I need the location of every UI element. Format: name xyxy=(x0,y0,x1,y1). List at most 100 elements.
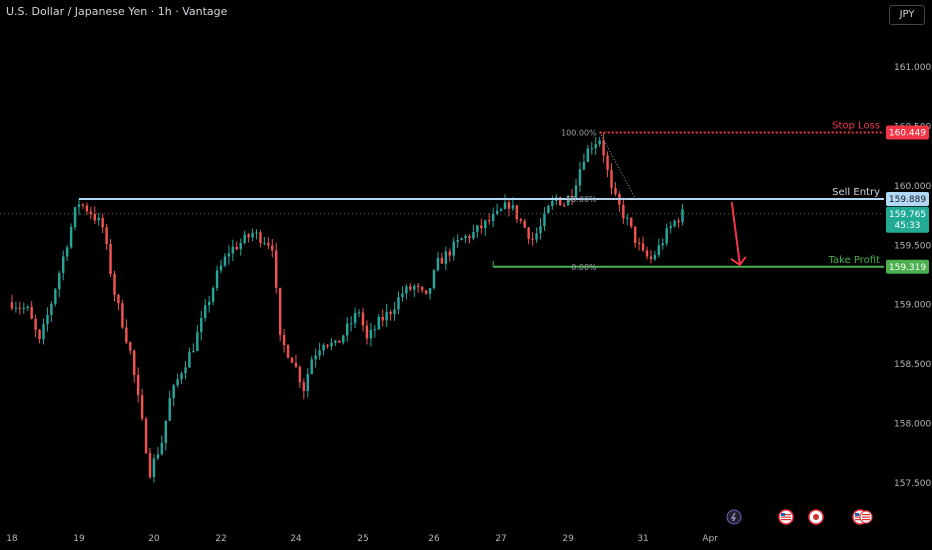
candle-body xyxy=(649,256,653,260)
current-price-tag: 159.765 xyxy=(889,210,926,220)
candle-body xyxy=(606,155,609,171)
candle-body xyxy=(180,373,183,380)
x-tick-label: 19 xyxy=(73,534,85,544)
candle-body xyxy=(136,374,140,396)
take-profit-label: Take Profit xyxy=(828,255,881,266)
candle-body xyxy=(444,251,448,264)
candle-body xyxy=(480,225,483,229)
candle-body xyxy=(416,285,420,288)
candle-body xyxy=(314,355,317,360)
candle-body xyxy=(46,314,49,325)
candle-body xyxy=(653,254,657,260)
candle-body xyxy=(677,220,680,223)
fib-trend-line xyxy=(599,132,637,200)
y-tick-label: 158.000 xyxy=(894,420,931,430)
candle-body xyxy=(637,242,641,244)
currency-button[interactable]: JPY xyxy=(889,5,925,25)
candle-body xyxy=(539,226,542,234)
candle-body xyxy=(448,251,452,256)
y-tick-label: 161.000 xyxy=(894,63,931,73)
candle-body xyxy=(69,226,73,248)
candle-body xyxy=(626,217,629,219)
candle-body xyxy=(263,242,266,244)
candle-body xyxy=(73,207,77,227)
y-tick-label: 157.500 xyxy=(894,479,931,489)
x-tick-label: 29 xyxy=(562,534,574,544)
events-bar[interactable] xyxy=(726,509,873,525)
candle-body xyxy=(113,273,116,295)
candle-body xyxy=(200,317,203,333)
sell-entry-label: Sell Entry xyxy=(832,187,880,198)
candle-body xyxy=(551,200,554,207)
x-tick-label: 25 xyxy=(357,534,368,544)
candle-body xyxy=(274,250,278,288)
candle-body xyxy=(125,327,128,343)
candle-body xyxy=(164,420,168,443)
candle-body xyxy=(334,340,337,343)
candle-body xyxy=(558,197,562,206)
candle-body xyxy=(669,226,672,229)
candle-body xyxy=(365,325,369,339)
candle-body xyxy=(369,329,373,339)
candle-body xyxy=(523,220,526,228)
candle-body xyxy=(614,187,617,194)
countdown-tag: 45:33 xyxy=(895,221,921,231)
candle-body xyxy=(491,213,495,222)
candle-body xyxy=(515,205,519,220)
candle-body xyxy=(10,302,14,309)
flag-stripe xyxy=(862,519,870,521)
candle-body xyxy=(109,244,112,274)
candle-body xyxy=(184,367,187,374)
candle-body xyxy=(38,329,41,340)
japan-flag-dot xyxy=(813,514,819,520)
y-tick-label: 160.000 xyxy=(894,182,931,192)
fib-level-label: 0.00% xyxy=(571,263,597,272)
time-axis: 18 19 20 22 24 25 26 27 29 31 Apr xyxy=(6,534,718,544)
candle-body xyxy=(673,220,676,227)
candle-body xyxy=(101,217,104,228)
candle-body xyxy=(282,334,286,346)
down-arrow xyxy=(730,201,741,264)
flag-canton xyxy=(781,513,785,516)
flag-stripe xyxy=(781,514,791,516)
candle-body xyxy=(657,245,661,255)
candle-body xyxy=(306,373,310,391)
candle-body xyxy=(460,238,463,241)
current-price-tag-bg xyxy=(886,206,929,233)
candle-body xyxy=(535,233,538,240)
candle-body xyxy=(326,344,329,347)
candle-body xyxy=(345,323,349,336)
stop-loss-tag-bg xyxy=(886,125,929,140)
candle-body xyxy=(318,350,321,356)
lightning-icon[interactable] xyxy=(726,509,742,525)
candle-body xyxy=(192,350,195,352)
candle-body xyxy=(393,309,396,315)
y-tick-label: 159.000 xyxy=(894,301,931,311)
candle-body xyxy=(89,211,93,214)
candle-body xyxy=(499,208,503,211)
candle-body xyxy=(259,232,262,243)
candle-body xyxy=(168,398,171,421)
symbol-title[interactable]: U.S. Dollar / Japanese Yen · 1h · Vantag… xyxy=(6,5,228,18)
candle-body xyxy=(231,246,235,254)
candle-body xyxy=(117,294,120,304)
candle-body xyxy=(239,242,242,250)
candle-body xyxy=(495,210,499,214)
candle-body xyxy=(132,350,136,375)
candle-body xyxy=(58,273,61,290)
candle-body xyxy=(661,243,665,246)
x-tick-label: 22 xyxy=(215,534,226,544)
candle-body xyxy=(77,204,81,208)
lightning-glyph xyxy=(730,512,737,522)
candle-body xyxy=(519,219,523,221)
candle-body xyxy=(578,169,582,186)
candle-body xyxy=(681,209,684,223)
candle-body xyxy=(570,196,574,198)
candle-body xyxy=(622,204,625,219)
price-axis: 161.000160.500160.000159.500159.000158.5… xyxy=(886,63,931,489)
candle-body xyxy=(389,311,392,315)
candle-body xyxy=(665,228,668,244)
candle-body xyxy=(590,148,594,150)
candle-body xyxy=(503,202,507,209)
